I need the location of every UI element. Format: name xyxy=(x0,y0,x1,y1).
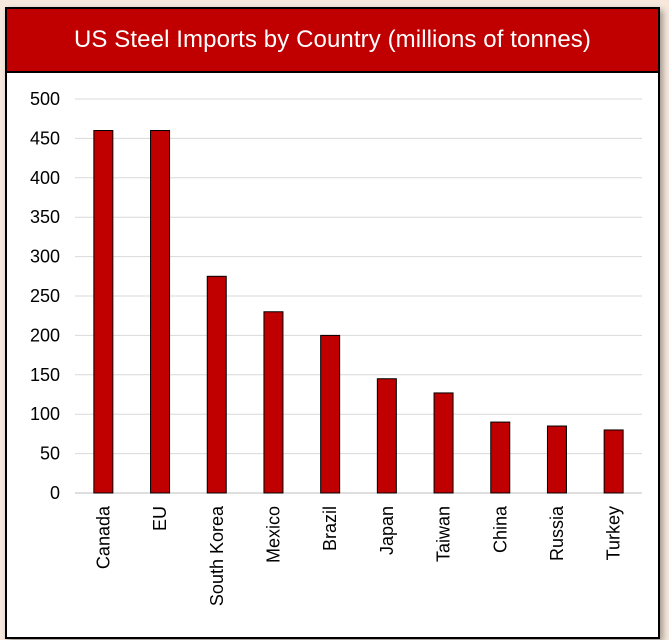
y-tick-label: 200 xyxy=(30,325,60,345)
y-tick-label: 350 xyxy=(30,207,60,227)
bar-eu xyxy=(150,130,171,494)
y-axis-ticks: 0 50 100 150 200 250 300 350 400 450 500 xyxy=(30,89,60,503)
x-axis-ticks: Canada EU South Korea Mexico Brazil Japan Taiw… xyxy=(93,505,623,606)
bar-russia xyxy=(546,425,567,494)
x-tick-label: Brazil xyxy=(320,506,340,551)
chart-title-bar: US Steel Imports by Country (millions of… xyxy=(7,9,658,73)
bar-canada xyxy=(93,130,114,494)
y-tick-label: 300 xyxy=(30,247,60,267)
x-tick-label: Turkey xyxy=(604,506,624,560)
y-tick-label: 150 xyxy=(30,365,60,385)
bars xyxy=(93,130,624,494)
y-tick-label: 400 xyxy=(30,168,60,188)
x-tick-label: China xyxy=(490,505,510,553)
y-tick-label: 500 xyxy=(30,89,60,109)
chart-title: US Steel Imports by Country (millions of… xyxy=(74,26,591,53)
x-tick-label: Mexico xyxy=(263,506,283,563)
y-tick-label: 50 xyxy=(40,444,60,464)
bar-south-korea xyxy=(206,275,227,494)
y-tick-label: 450 xyxy=(30,128,60,148)
bar-taiwan xyxy=(433,392,454,494)
x-tick-label: Japan xyxy=(377,506,397,555)
bar-mexico xyxy=(263,311,284,494)
bar-japan xyxy=(376,378,397,494)
x-tick-label: EU xyxy=(150,506,170,531)
y-tick-label: 0 xyxy=(50,483,60,503)
x-tick-label: Russia xyxy=(547,505,567,561)
bar-china xyxy=(490,421,511,494)
bar-brazil xyxy=(320,334,341,494)
x-tick-label: South Korea xyxy=(207,505,227,606)
chart-frame: US Steel Imports by Country (millions of… xyxy=(5,7,660,639)
y-tick-label: 100 xyxy=(30,404,60,424)
bar-turkey xyxy=(603,429,624,494)
y-tick-label: 250 xyxy=(30,286,60,306)
x-tick-label: Taiwan xyxy=(434,506,454,562)
x-tick-label: Canada xyxy=(93,505,113,569)
